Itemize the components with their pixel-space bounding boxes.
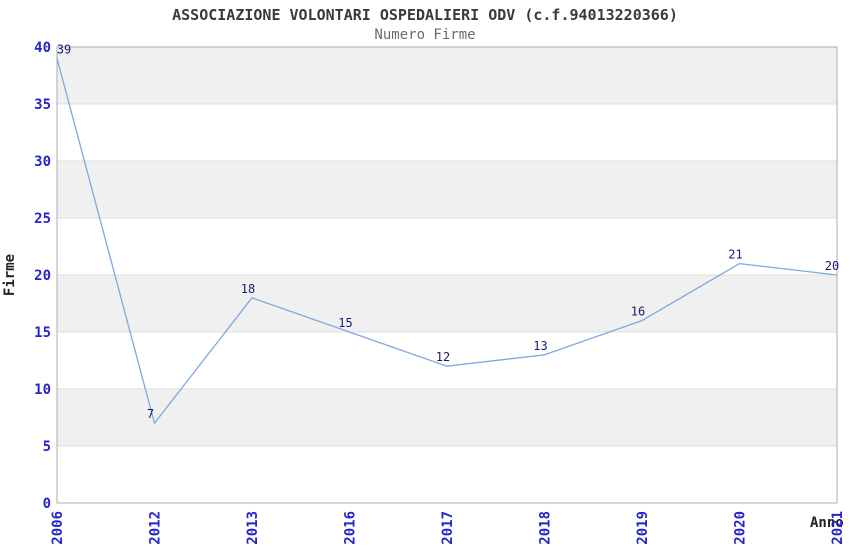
data-point-label: 20 <box>825 259 839 273</box>
chart-subtitle: Numero Firme <box>374 27 476 43</box>
data-point-label: 39 <box>57 42 71 56</box>
plot-band <box>57 47 837 104</box>
x-tick-label: 2016 <box>343 511 359 545</box>
x-tick-label: 2020 <box>733 511 749 545</box>
x-axis-title: Anno <box>810 515 844 531</box>
x-tick-label: 2006 <box>50 511 66 545</box>
y-tick-label: 40 <box>34 40 51 56</box>
plot-band <box>57 389 837 446</box>
x-tick-label: 2018 <box>538 511 554 545</box>
y-tick-label: 10 <box>34 382 51 398</box>
y-tick-label: 25 <box>34 211 51 227</box>
data-point-label: 21 <box>728 248 742 262</box>
x-tick-label: 2012 <box>148 511 164 545</box>
y-tick-label: 30 <box>34 154 51 170</box>
x-tick-label: 2021 <box>830 511 846 545</box>
plot-band <box>57 161 837 218</box>
x-tick-label: 2017 <box>440 511 456 545</box>
y-tick-label: 5 <box>43 439 51 455</box>
x-tick-label: 2019 <box>635 511 651 545</box>
plot-band <box>57 275 837 332</box>
y-tick-label: 0 <box>43 496 51 512</box>
y-tick-label: 35 <box>34 97 51 113</box>
data-line <box>56 58 838 424</box>
data-point-label: 15 <box>338 316 352 330</box>
data-point-label: 16 <box>631 305 645 319</box>
data-point-label: 7 <box>147 407 154 421</box>
y-tick-label: 15 <box>34 325 51 341</box>
chart-title: ASSOCIAZIONE VOLONTARI OSPEDALIERI ODV (… <box>172 6 678 24</box>
data-point-label: 18 <box>241 282 255 296</box>
data-point-label: 12 <box>436 350 450 364</box>
x-tick-label: 2013 <box>245 511 261 545</box>
data-point-label: 13 <box>533 339 547 353</box>
y-tick-label: 20 <box>34 268 51 284</box>
